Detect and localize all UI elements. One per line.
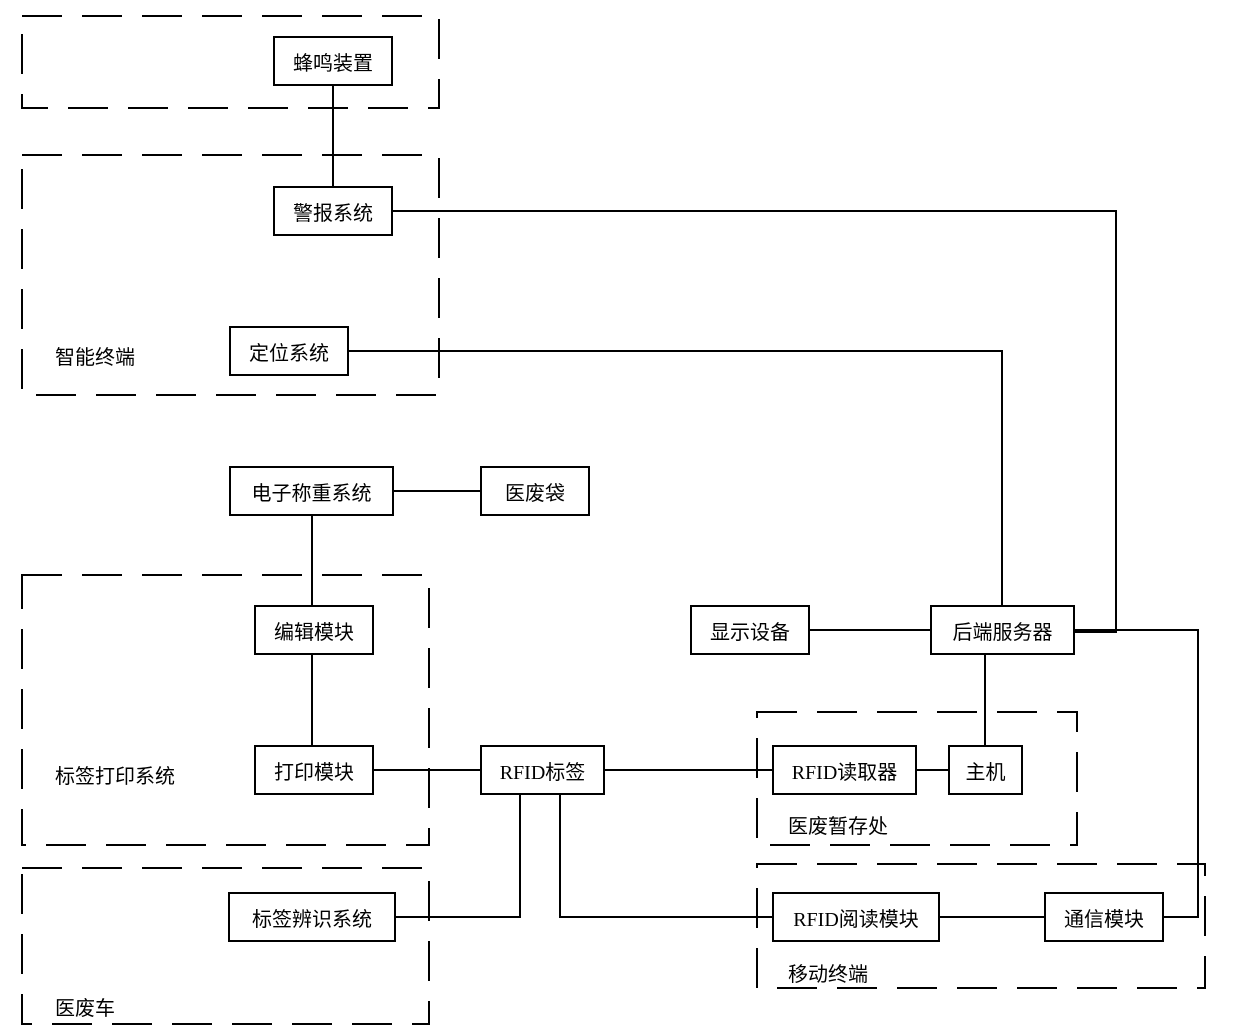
node-server: 后端服务器 xyxy=(930,605,1075,655)
node-label: RFID阅读模块 xyxy=(793,903,919,932)
node-label: 后端服务器 xyxy=(953,616,1053,645)
node-label: 警报系统 xyxy=(293,197,373,226)
node-label: RFID标签 xyxy=(500,756,586,785)
node-label: 蜂鸣装置 xyxy=(293,47,373,76)
connector-lines xyxy=(0,0,1240,1035)
label-print-system: 标签打印系统 xyxy=(55,760,175,789)
node-display: 显示设备 xyxy=(690,605,810,655)
node-buzzer: 蜂鸣装置 xyxy=(273,36,393,86)
node-label: 显示设备 xyxy=(710,616,790,645)
node-rfid-reader: RFID读取器 xyxy=(772,745,917,795)
node-label: 定位系统 xyxy=(249,337,329,366)
node-label: 打印模块 xyxy=(274,756,354,785)
node-position: 定位系统 xyxy=(229,326,349,376)
node-alarm: 警报系统 xyxy=(273,186,393,236)
node-edit: 编辑模块 xyxy=(254,605,374,655)
node-tag-recog: 标签辨识系统 xyxy=(228,892,396,942)
node-label: 医废袋 xyxy=(505,477,565,506)
node-label: RFID读取器 xyxy=(792,756,898,785)
node-label: 主机 xyxy=(966,756,1006,785)
node-host: 主机 xyxy=(948,745,1023,795)
node-weigh: 电子称重系统 xyxy=(229,466,394,516)
node-label: 编辑模块 xyxy=(274,616,354,645)
label-waste-cart: 医废车 xyxy=(55,992,115,1021)
node-comm: 通信模块 xyxy=(1044,892,1164,942)
node-label: 标签辨识系统 xyxy=(252,903,372,932)
node-rfid-tag: RFID标签 xyxy=(480,745,605,795)
node-label: 电子称重系统 xyxy=(252,477,372,506)
node-waste-bag: 医废袋 xyxy=(480,466,590,516)
node-rfid-read-mod: RFID阅读模块 xyxy=(772,892,940,942)
label-smart-terminal: 智能终端 xyxy=(55,341,135,370)
node-label: 通信模块 xyxy=(1064,903,1144,932)
node-print: 打印模块 xyxy=(254,745,374,795)
label-mobile-terminal: 移动终端 xyxy=(788,958,868,987)
label-temp-storage: 医废暂存处 xyxy=(788,810,888,839)
